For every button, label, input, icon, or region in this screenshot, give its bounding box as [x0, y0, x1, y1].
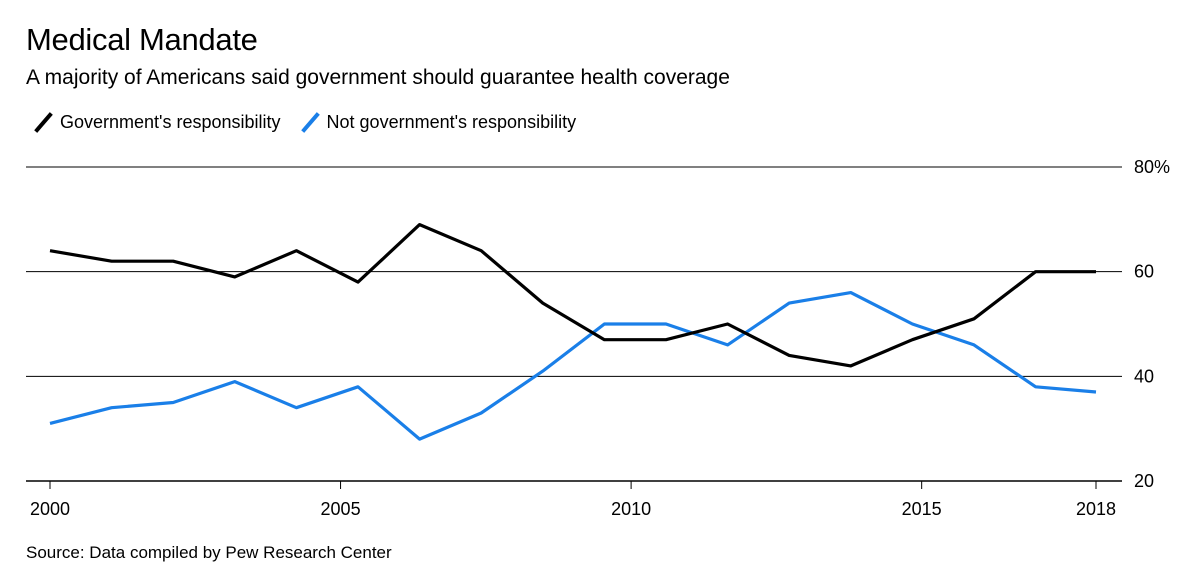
y-tick-label-20: 20: [1134, 471, 1154, 491]
legend-label-not-government: Not government's responsibility: [326, 111, 577, 132]
x-tick-label-2000: 2000: [30, 499, 70, 519]
x-tick-label-2010: 2010: [611, 499, 651, 519]
y-tick-label-80: 80%: [1134, 157, 1170, 177]
axes: 20 40 60 80% 2000 2005 2010 2015 2018: [30, 157, 1170, 519]
legend-label-government: Government's responsibility: [60, 111, 281, 132]
y-tick-label-60: 60: [1134, 262, 1154, 282]
series-line-not-government: [49, 291, 1097, 441]
legend-swatch-government: [34, 112, 53, 133]
y-tick-label-40: 40: [1134, 366, 1154, 386]
legend-swatch-not-government: [300, 112, 320, 133]
legend-item-not-government: Not government's responsibility: [300, 111, 577, 133]
chart-subtitle: A majority of Americans said government …: [26, 66, 730, 89]
source-note: Source: Data compiled by Pew Research Ce…: [26, 543, 392, 562]
legend: Government's responsibility Not governme…: [34, 108, 596, 136]
series-line-government: [49, 223, 1096, 368]
legend-item-government: Government's responsibility: [34, 111, 281, 133]
series-lines: [49, 223, 1097, 441]
x-tick-label-2005: 2005: [321, 499, 361, 519]
chart-title: Medical Mandate: [26, 22, 258, 57]
x-tick-label-2018: 2018: [1076, 499, 1116, 519]
x-tick-label-2015: 2015: [902, 499, 942, 519]
